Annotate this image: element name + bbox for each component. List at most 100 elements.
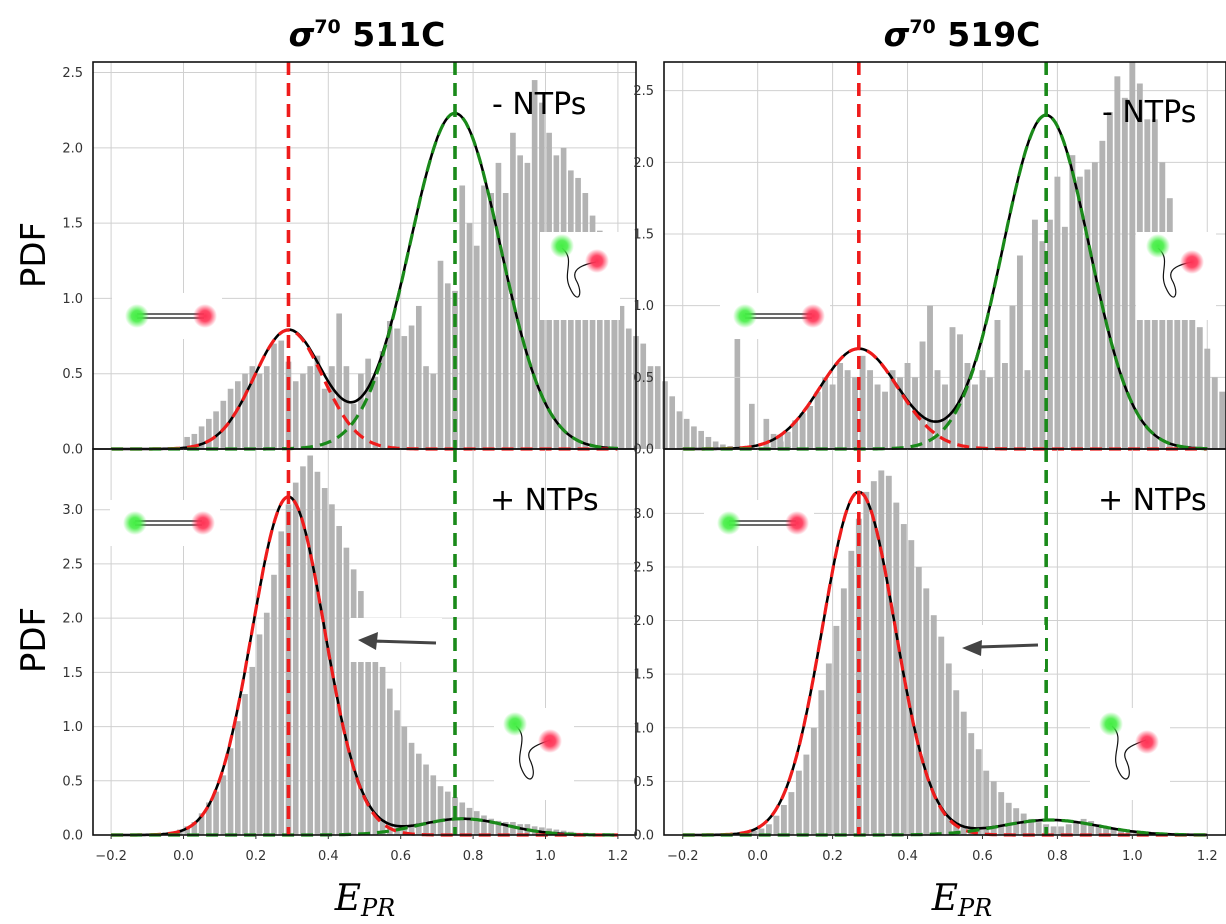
panel-511c-plus: 0.0 0.5 1.0 1.5 2.0 2.5 3.0 −0.2 0.0 0.2 0.4 0.6 0.8… — [62, 448, 637, 864]
histogram-bar — [300, 466, 306, 835]
y-tick-label: 0.0 — [62, 829, 83, 844]
histogram-bar — [773, 815, 780, 835]
histogram-bar — [949, 327, 956, 449]
histogram-bar — [502, 193, 509, 449]
histogram-bar — [1125, 830, 1132, 835]
histogram-bar — [387, 321, 393, 449]
histogram-bar — [919, 341, 926, 449]
histogram-bar — [213, 791, 219, 835]
histogram-bar — [927, 305, 933, 449]
condition-label-519c-minus: - NTPs — [1102, 95, 1196, 130]
histogram-bar — [968, 733, 975, 835]
y-tick-label: 1.5 — [62, 666, 83, 681]
histogram-bar — [263, 612, 270, 835]
histogram-bar — [923, 588, 930, 835]
histogram-bar — [945, 663, 952, 835]
histogram-bar — [870, 481, 877, 835]
y-tick-label: 2.0 — [62, 612, 83, 627]
y-tick-label: 0.0 — [633, 443, 654, 458]
histogram-bar — [1103, 826, 1110, 835]
histogram-bar — [488, 818, 495, 835]
histogram-bar — [810, 727, 817, 835]
histogram-bar — [788, 792, 795, 835]
histogram-bar — [1166, 198, 1173, 449]
histogram-bar — [292, 482, 299, 835]
histogram-bar — [437, 786, 444, 835]
bent-dna-icon — [1090, 708, 1170, 800]
y-tick-label: 2.5 — [62, 66, 83, 81]
histogram-bar — [191, 433, 198, 449]
histogram-bar — [213, 411, 219, 449]
bent-dna-icon — [1136, 232, 1216, 320]
histogram-bar — [394, 710, 400, 835]
histogram-bar — [1118, 829, 1125, 835]
panel-511c-minus: 0.0 0.5 1.0 1.5 2.0 2.5 — [62, 61, 806, 458]
histogram-bar — [990, 781, 997, 835]
y-tick-label: 1.0 — [633, 721, 654, 736]
histogram-bar — [206, 802, 212, 835]
histogram-bar — [784, 431, 791, 449]
histogram-bar — [372, 639, 379, 835]
histogram-bar — [975, 749, 982, 835]
histogram-bar — [683, 418, 690, 449]
x-tick-label: 1.0 — [1122, 849, 1143, 864]
low-fret-gaussian — [111, 328, 618, 451]
ylabel-bottom: PDF — [14, 607, 54, 673]
histogram-bar — [625, 328, 632, 449]
x-tick-label: 0.4 — [318, 849, 339, 864]
histogram-bar — [191, 821, 198, 835]
histogram-bar — [749, 403, 755, 449]
histogram-bar — [358, 591, 364, 835]
histogram-bar — [1046, 219, 1053, 449]
histogram-bar — [662, 381, 668, 449]
histogram-bar — [1061, 226, 1068, 449]
x-tick-label: 0.2 — [246, 849, 267, 864]
histogram-bar — [365, 358, 371, 449]
histogram-bar — [1129, 62, 1136, 449]
histogram-bar — [1009, 305, 1016, 449]
histogram-bar — [777, 434, 784, 449]
histogram-bar — [481, 185, 487, 450]
histogram-bar — [758, 828, 765, 835]
histogram-bar — [848, 550, 855, 835]
histogram-bar — [803, 754, 810, 835]
histogram-bar — [1196, 327, 1203, 449]
histogram-bar — [676, 411, 683, 449]
histogram-bar — [859, 355, 866, 449]
histogram-bar — [249, 366, 256, 449]
histogram-bar — [256, 373, 263, 449]
histogram-bar — [1106, 112, 1113, 450]
histogram-bar — [220, 400, 227, 449]
histogram-bar — [855, 518, 862, 835]
histogram-bar — [882, 391, 888, 449]
fit-total-curve — [682, 113, 1208, 451]
x-tick-label: −0.2 — [667, 849, 699, 864]
histogram-bar — [510, 132, 516, 449]
histogram-bar — [321, 488, 328, 835]
histogram-bar — [669, 396, 676, 449]
histogram-bar — [473, 811, 480, 835]
histogram-bar — [473, 245, 480, 449]
histogram-bar — [1099, 140, 1106, 450]
histogram-bar — [430, 373, 437, 449]
ylabel-top: PDF — [14, 222, 54, 288]
histogram-bar — [220, 775, 227, 835]
histogram-bar — [198, 813, 205, 835]
y-tick-label: 0.5 — [62, 367, 83, 382]
histogram-bar — [720, 444, 726, 449]
histogram-bar — [1076, 176, 1083, 449]
histogram-bar — [234, 381, 241, 449]
x-tick-label: 0.6 — [390, 849, 411, 864]
histogram-bar — [300, 373, 306, 449]
panel-519c-plus: 0.0 0.5 1.0 1.5 2.0 2.5 3.0 −0.2 0.0 0.2 0.4 0.6 0.8… — [633, 448, 1226, 864]
histogram-bar — [1016, 255, 1023, 449]
histogram-bar — [979, 370, 986, 449]
histogram-bar — [867, 370, 874, 449]
histogram-bar — [437, 260, 444, 449]
histogram-bar — [750, 830, 757, 835]
histogram-bar — [444, 283, 451, 449]
x-tick-label: 0.8 — [463, 849, 484, 864]
extended-dna-icon — [110, 500, 220, 546]
xlabel-left: EPR — [334, 878, 396, 922]
